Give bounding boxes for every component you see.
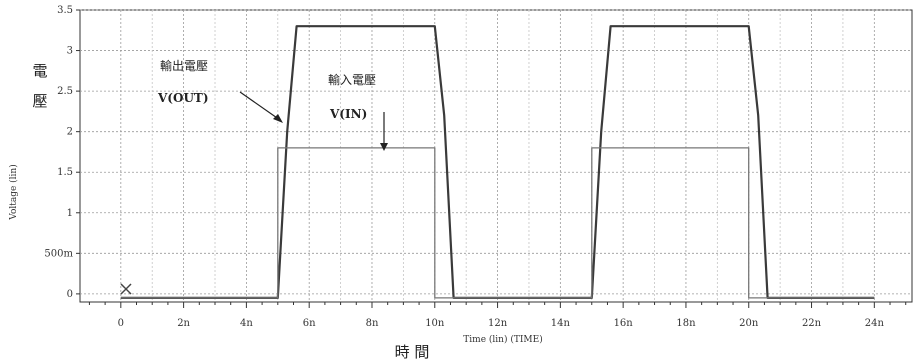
y-axis-label: Voltage (lin) [8,164,19,220]
annotation-input: 輸入電壓 V(IN) [328,72,388,151]
x-axis-label: Time (lin) (TIME) [463,334,542,345]
annotation-output-arrow [239,91,281,121]
annotation-input-label: V(IN) [329,107,367,121]
y-tick-label: 3 [67,46,73,57]
x-axis-ticks: 0 2n 4n 6n 8n 10n 12n 14n 16n 18n 20n 22n 24n [88,302,907,329]
origin-marker [120,283,132,295]
x-tick-label: 20n [739,318,759,329]
annotation-output: 輸出電壓 V(OUT) [157,58,283,123]
x-tick-label: 6n [303,318,316,329]
plot-area [79,9,913,303]
y-axis-label-cjk-1: 電 [32,62,47,80]
y-tick-label: 3.5 [57,5,73,16]
x-tick-label: 0 [118,318,124,329]
x-tick-label: 16n [614,318,634,329]
annotation-output-arrowhead [273,114,283,123]
series-vin-line [120,147,875,299]
y-tick-label: 1.5 [57,167,73,178]
x-tick-label: 8n [366,318,379,329]
annotation-input-cjk: 輸入電壓 [328,72,376,87]
annotation-output-cjk: 輸出電壓 [160,58,208,73]
y-axis-label-cjk-2: 壓 [32,92,47,110]
y-tick-label: 0 [67,289,73,300]
annotation-input-arrowhead [380,143,388,151]
y-tick-label: 500m [44,248,73,259]
x-axis-label-cjk: 時 間 [395,343,430,361]
x-tick-label: 14n [551,318,571,329]
y-tick-label: 2 [67,127,73,138]
annotation-output-label: V(OUT) [157,91,209,105]
y-tick-label: 2.5 [57,86,73,97]
y-axis-ticks: 0 500m 1 1.5 2 2.5 3 3.5 [44,5,80,300]
x-tick-label: 2n [177,318,190,329]
x-tick-label: 24n [865,318,885,329]
x-tick-label: 18n [676,318,696,329]
x-tick-label: 12n [488,318,508,329]
x-tick-label: 10n [425,318,445,329]
x-tick-label: 22n [802,318,822,329]
x-tick-label: 4n [240,318,253,329]
y-tick-label: 1 [67,208,73,219]
series-layer [120,25,875,299]
